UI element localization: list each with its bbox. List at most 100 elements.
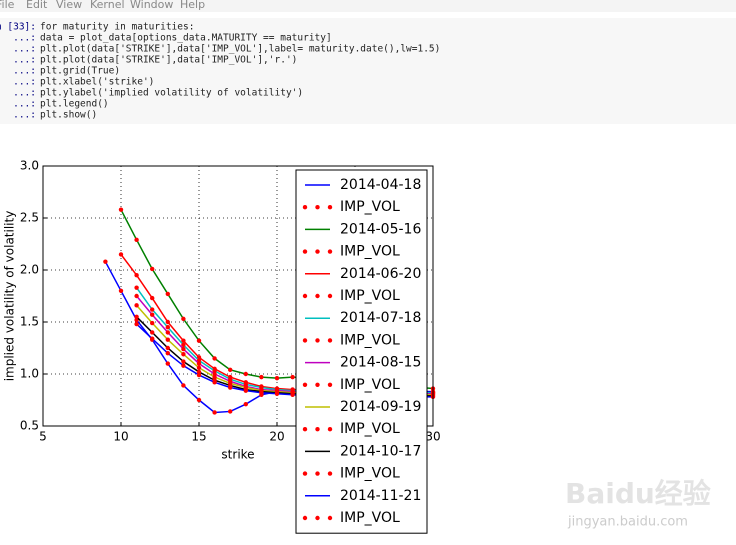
data-point xyxy=(165,361,170,366)
data-point xyxy=(150,336,155,341)
data-point xyxy=(118,288,124,293)
legend-label: IMP_VOL xyxy=(340,244,400,260)
legend-dot xyxy=(302,471,308,476)
data-point xyxy=(181,338,186,343)
data-point xyxy=(150,266,155,272)
legend-dot xyxy=(327,427,333,432)
code-line: plt.xlabel('strike') xyxy=(40,77,154,88)
legend-label: IMP_VOL xyxy=(340,199,400,215)
legend-label: IMP_VOL xyxy=(340,466,400,482)
data-point xyxy=(274,375,280,381)
menu-item[interactable]: File xyxy=(0,0,15,11)
y-axis-label: implied volatility of volatility xyxy=(3,211,17,382)
cell-prompt: ...: xyxy=(13,55,36,66)
data-point xyxy=(134,285,139,290)
data-point xyxy=(196,365,202,370)
legend-dot xyxy=(302,249,308,254)
data-point xyxy=(134,314,139,319)
legend-dot xyxy=(315,205,320,210)
legend-label: IMP_VOL xyxy=(340,510,400,526)
data-point xyxy=(103,259,108,264)
legend-dot xyxy=(315,382,320,387)
legend-dot xyxy=(315,293,320,299)
data-point xyxy=(212,371,217,377)
data-point xyxy=(243,401,248,407)
legend-dot xyxy=(327,515,333,521)
legend-dot xyxy=(315,338,320,343)
legend-dot xyxy=(315,515,320,521)
data-point xyxy=(212,356,217,361)
y-tick-label: 2.5 xyxy=(20,211,39,225)
legend-dot xyxy=(327,205,333,210)
legend-label: 2014-07-18 xyxy=(340,310,421,326)
data-point xyxy=(165,337,170,342)
data-point xyxy=(134,293,139,299)
menu-item[interactable]: Window xyxy=(130,0,173,11)
data-point xyxy=(181,359,186,364)
data-point xyxy=(150,330,155,335)
data-point xyxy=(165,345,170,351)
data-point xyxy=(165,325,170,330)
x-tick-label: 15 xyxy=(191,430,206,444)
legend-label: IMP_VOL xyxy=(340,332,400,348)
data-point xyxy=(243,388,248,393)
menu-item[interactable]: View xyxy=(56,0,82,11)
y-tick-label: 0.5 xyxy=(20,419,39,433)
data-point xyxy=(181,363,186,368)
x-axis-label: strike xyxy=(221,448,254,462)
data-point xyxy=(134,273,139,278)
cell-prompt: ...: xyxy=(13,33,36,44)
x-tick-label: 10 xyxy=(113,430,128,444)
menu-item[interactable]: Edit xyxy=(26,0,48,11)
y-tick-label: 1.0 xyxy=(20,367,39,381)
legend-label: 2014-04-18 xyxy=(340,177,421,193)
legend-dot xyxy=(315,471,320,476)
menu-item[interactable]: Help xyxy=(180,0,205,11)
code-line: plt.show() xyxy=(40,110,97,121)
code-line: plt.legend() xyxy=(40,99,109,110)
data-point xyxy=(118,207,124,212)
legend-dot xyxy=(327,249,333,254)
data-point xyxy=(196,361,202,366)
code-line: plt.plot(data['STRIKE'],data['IMP_VOL'],… xyxy=(40,55,297,66)
legend-label: 2014-06-20 xyxy=(340,266,421,282)
data-point xyxy=(150,320,155,326)
data-point xyxy=(181,352,186,357)
cell-prompt: ...: xyxy=(13,88,36,99)
data-point xyxy=(228,409,233,414)
data-point xyxy=(212,380,217,385)
data-point xyxy=(181,342,186,348)
y-tick-label: 2.0 xyxy=(20,263,39,277)
data-point xyxy=(290,374,295,380)
data-point xyxy=(196,372,202,378)
legend-dot xyxy=(327,471,333,476)
legend-label: 2014-09-19 xyxy=(340,399,421,415)
data-point xyxy=(134,237,139,243)
menu-item[interactable]: Kernel xyxy=(90,0,125,11)
cell-prompt: ...: xyxy=(13,99,36,110)
code-line: plt.grid(True) xyxy=(40,66,120,77)
x-tick-label: 30 xyxy=(425,430,440,444)
x-tick-label: 5 xyxy=(39,430,47,444)
cell-prompt: ...: xyxy=(13,44,36,55)
data-point xyxy=(165,351,170,356)
data-point xyxy=(181,383,186,388)
data-point xyxy=(259,374,264,380)
cell-prompt: ...: xyxy=(13,66,36,77)
watermark-url: jingyan.baidu.com xyxy=(567,515,688,530)
cell-prompt: ...: xyxy=(13,110,36,121)
legend-dot xyxy=(302,293,308,299)
legend-dot xyxy=(327,338,333,343)
data-point xyxy=(228,367,233,373)
watermark-logo: Baidu经验 xyxy=(565,477,711,510)
data-point xyxy=(150,295,155,301)
legend-dot xyxy=(327,382,333,387)
legend-label: IMP_VOL xyxy=(340,377,400,393)
data-point xyxy=(134,321,139,327)
data-point xyxy=(196,369,202,375)
data-point xyxy=(196,397,202,403)
cell-prompt: ...: xyxy=(13,77,36,88)
legend-label: IMP_VOL xyxy=(340,288,400,304)
data-point xyxy=(212,410,217,415)
